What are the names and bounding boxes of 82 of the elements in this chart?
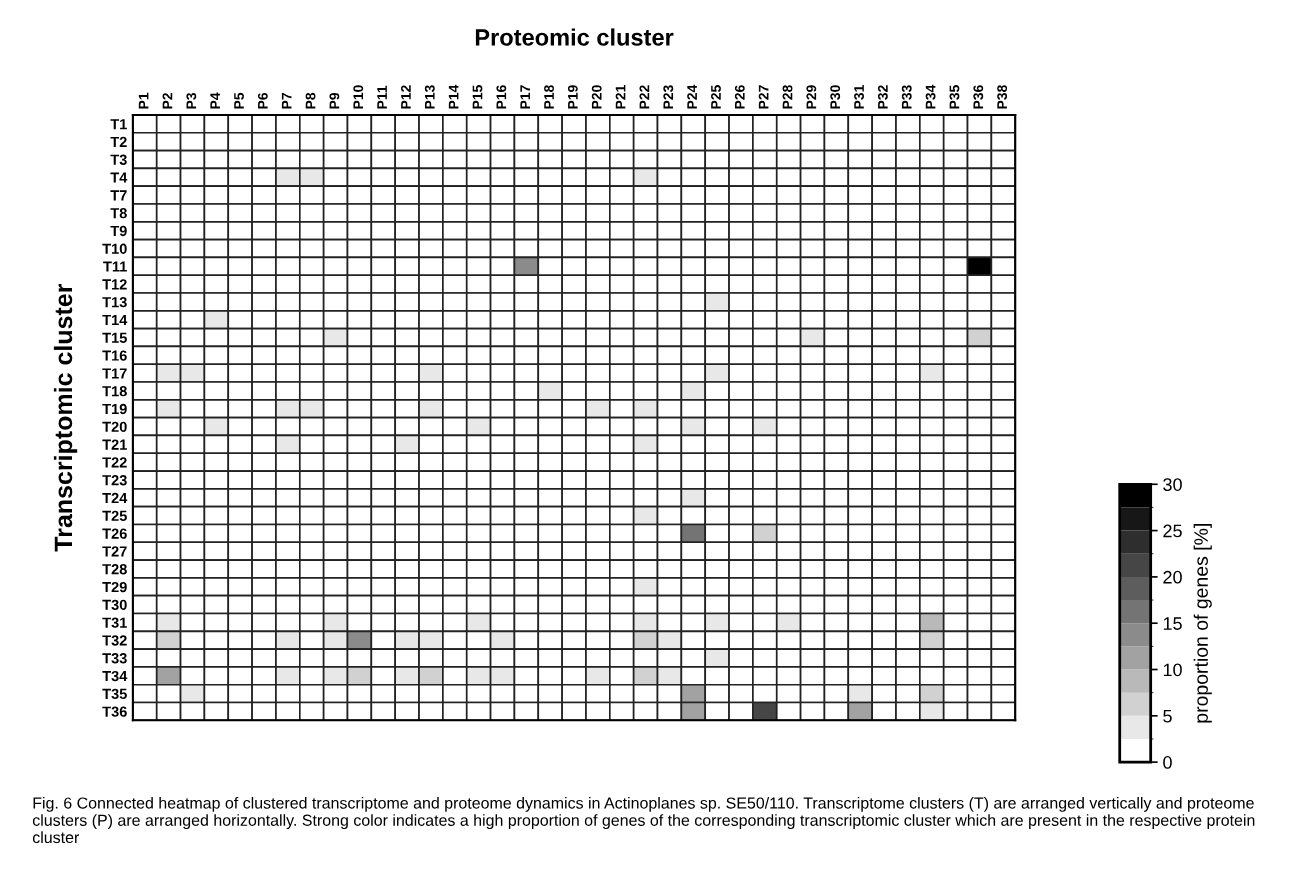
x-tick-label: P20 <box>591 85 602 109</box>
y-tick-label: T1 <box>110 119 127 130</box>
y-tick-label: T16 <box>102 350 127 361</box>
y-tick-label: T20 <box>102 421 127 432</box>
x-tick-label: P2 <box>162 92 173 109</box>
y-tick-label: T30 <box>102 599 127 611</box>
x-tick-label: P8 <box>305 92 316 109</box>
y-tick-label: T33 <box>102 653 127 664</box>
x-tick-label: P16 <box>496 85 507 109</box>
color-bar-title: proportion of genes [%] <box>1193 524 1212 723</box>
x-tick-label: P36 <box>973 85 984 109</box>
x-tick-label: P18 <box>544 85 554 109</box>
caption: Fig. 6 Connected heatmap of clustered transcriptome and proteome dynamics in Actinoplanes sp. SE50/110. Transcriptome clusters (T) are arranged vertically and proteome clusters (P) are arranged horizontally. Strong color indicates a high proportion of genes of the corresponding transcriptomic cluster which are present in the respective protein cluster <box>32 796 1255 844</box>
x-tick-label: P23 <box>663 85 674 109</box>
x-tick-label: P28 <box>782 85 793 109</box>
x-tick-label: P9 <box>329 92 340 109</box>
y-tick-label: T34 <box>102 670 128 682</box>
y-axis-title: Transcriptomic cluster <box>53 283 78 552</box>
y-tick-label: T10 <box>102 243 127 254</box>
y-tick-label: T24 <box>102 492 128 504</box>
color-bar-label: 10 <box>1163 663 1182 677</box>
x-tick-label: P31 <box>854 85 864 109</box>
y-tick-label: T8 <box>110 208 127 219</box>
y-tick-label: T7 <box>110 190 127 201</box>
y-tick-label: T35 <box>102 688 127 700</box>
color-bar-label: 15 <box>1163 617 1182 630</box>
y-tick-label: T4 <box>110 172 128 183</box>
x-tick-label: P22 <box>639 85 650 109</box>
x-tick-label: P24 <box>687 84 697 109</box>
y-tick-label: T13 <box>102 297 127 308</box>
x-tick-label: P10 <box>353 85 364 109</box>
y-tick-label: T12 <box>102 279 127 290</box>
x-tick-label: P32 <box>877 85 888 109</box>
color-bar-label: 20 <box>1163 570 1182 584</box>
x-tick-label: P26 <box>734 85 745 109</box>
color-bar-label: 25 <box>1163 524 1182 538</box>
x-tick-label: P38 <box>997 85 1008 109</box>
y-tick-label: T2 <box>110 136 127 147</box>
y-tick-label: T18 <box>102 386 127 397</box>
x-tick-label: P15 <box>472 85 483 109</box>
x-tick-label: P1 <box>138 92 149 109</box>
x-tick-label: P7 <box>281 93 292 109</box>
y-tick-label: T36 <box>102 706 127 717</box>
color-bar-label: 0 <box>1163 756 1172 769</box>
x-tick-label: P21 <box>615 85 626 109</box>
y-tick-label: T3 <box>110 154 127 165</box>
y-tick-label: T9 <box>110 225 127 237</box>
x-tick-label: P27 <box>758 85 769 109</box>
x-tick-label: P30 <box>830 85 841 109</box>
color-bar-label: 30 <box>1163 478 1182 491</box>
x-tick-label: P29 <box>806 85 817 109</box>
x-tick-label: P4 <box>210 92 220 109</box>
y-tick-label: T21 <box>102 439 127 450</box>
y-tick-label: T11 <box>103 261 127 272</box>
y-tick-label: T25 <box>102 510 127 521</box>
y-tick-label: T17 <box>102 368 127 379</box>
y-tick-label: T32 <box>102 635 127 646</box>
x-tick-label: P33 <box>901 85 912 109</box>
x-tick-label: P3 <box>186 92 197 109</box>
x-tick-label: P35 <box>949 85 960 109</box>
x-tick-label: P5 <box>234 92 244 109</box>
y-tick-label: T26 <box>102 528 127 539</box>
y-tick-label: T31 <box>102 617 127 628</box>
x-tick-label: P13 <box>424 85 435 109</box>
y-tick-label: T27 <box>102 546 127 557</box>
x-tick-label: P6 <box>257 92 268 109</box>
x-tick-label: P12 <box>401 85 411 109</box>
x-tick-label: P14 <box>448 84 459 109</box>
color-bar-label: 5 <box>1163 709 1172 723</box>
y-tick-label: T19 <box>102 403 127 415</box>
x-tick-label: P17 <box>520 85 530 109</box>
y-tick-label: T15 <box>102 332 127 343</box>
x-tick-label: P34 <box>925 84 936 109</box>
y-tick-label: T28 <box>102 564 127 575</box>
y-tick-label: T22 <box>102 457 127 468</box>
x-tick-label: P19 <box>567 85 578 109</box>
x-tick-label: P25 <box>711 85 721 109</box>
y-tick-label: T29 <box>102 581 127 593</box>
x-tick-label: P11 <box>377 85 387 109</box>
y-tick-label: T23 <box>102 475 127 486</box>
y-tick-label: T14 <box>102 314 128 326</box>
chart-title: Proteomic cluster <box>475 28 674 46</box>
